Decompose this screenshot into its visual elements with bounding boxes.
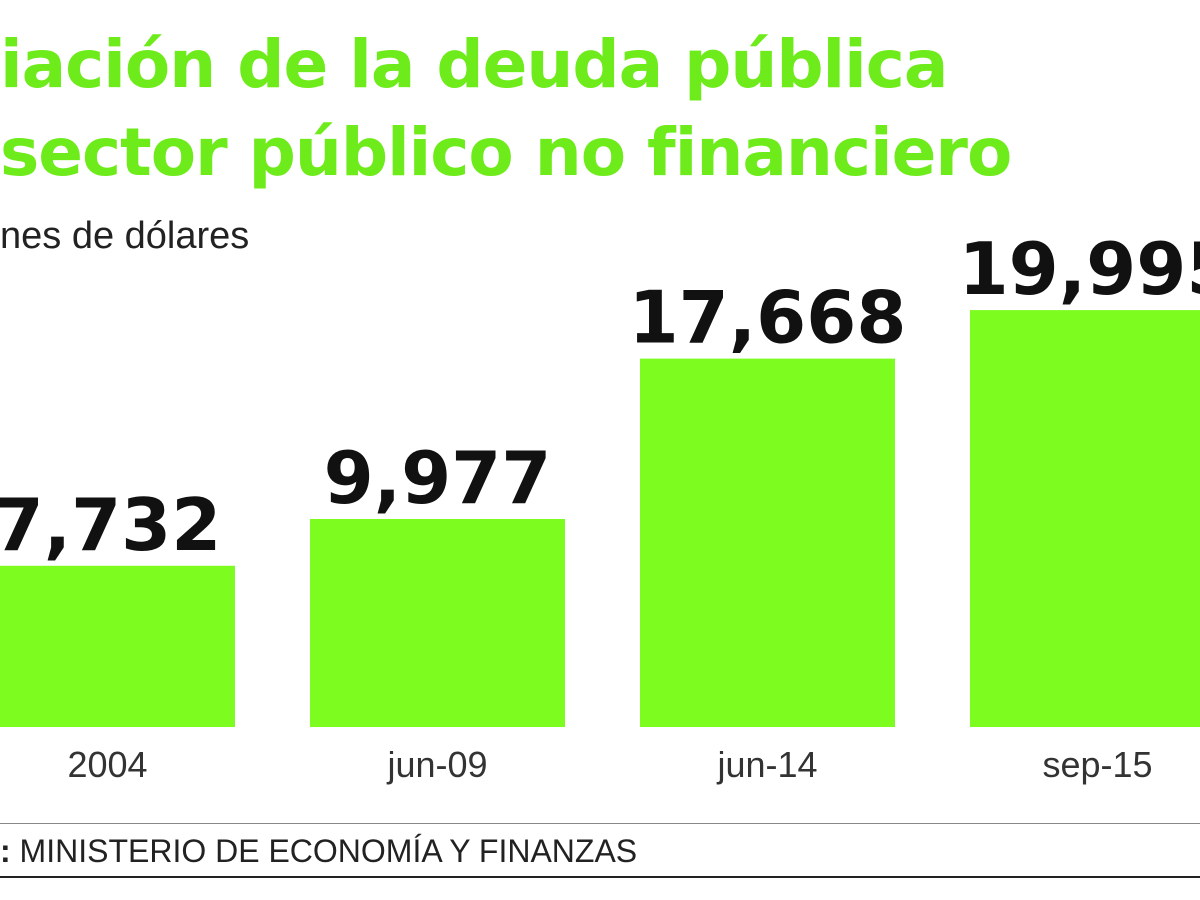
chart-subtitle: nes de dólares — [0, 215, 250, 257]
source-text: MINISTERIO DE ECONOMÍA Y FINANZAS — [10, 833, 638, 869]
bar-chart-svg: 7,732 2004 9,977 jun-09 17,668 jun-14 19,995 se… — [0, 230, 1200, 785]
bar-2004 — [0, 565, 235, 727]
bar-sep-15 — [970, 310, 1200, 727]
bar-jun-09 — [310, 518, 565, 727]
source-note: : MINISTERIO DE ECONOMÍA Y FINANZAS — [0, 833, 637, 870]
source-bottom-rule — [0, 876, 1200, 878]
bar-value-label: 7,732 — [0, 483, 221, 567]
category-label: jun-09 — [386, 744, 487, 785]
chart-title-line-1: iación de la deuda pública — [0, 26, 948, 103]
source-top-rule — [0, 823, 1200, 824]
category-label: sep-15 — [1042, 744, 1152, 785]
bar-chart: 7,732 2004 9,977 jun-09 17,668 jun-14 19,995 se… — [0, 230, 1200, 790]
bar-value-label: 9,977 — [324, 436, 552, 520]
category-label: jun-14 — [716, 744, 817, 785]
bar-value-label: 19,995 — [959, 230, 1200, 311]
bar-jun-14 — [640, 358, 895, 727]
chart-title-line-2: sector público no financiero — [0, 114, 1012, 191]
source-prefix: : — [0, 833, 11, 869]
category-label: 2004 — [67, 744, 147, 785]
bar-value-label: 17,668 — [629, 276, 907, 360]
